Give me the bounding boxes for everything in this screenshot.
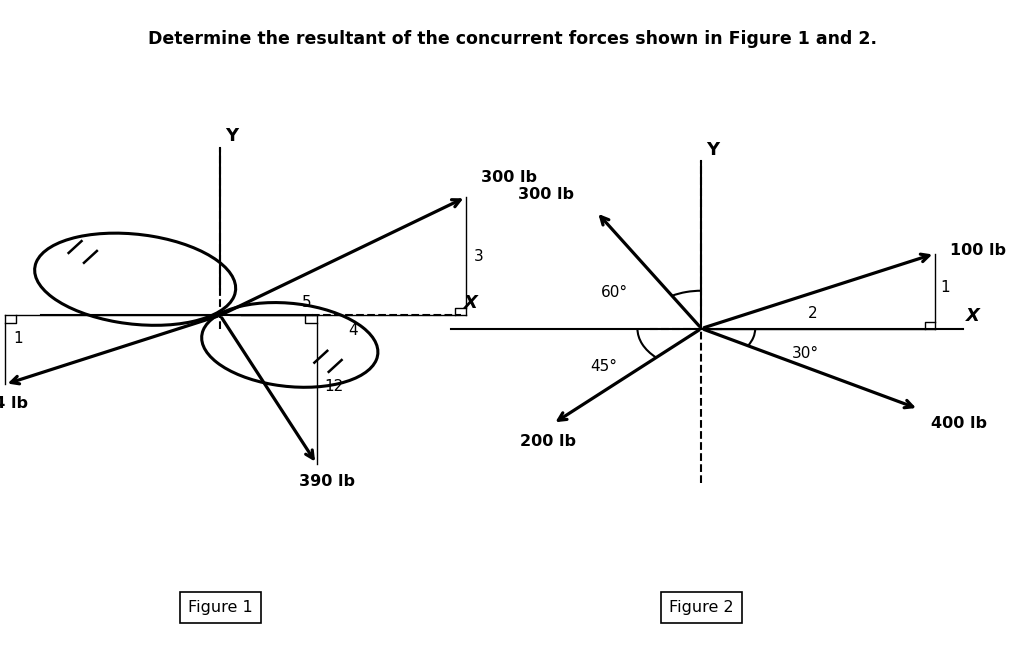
Text: 400 lb: 400 lb	[931, 416, 987, 430]
Text: 200 lb: 200 lb	[520, 434, 575, 449]
Text: 4: 4	[348, 323, 358, 338]
Text: 300 lb: 300 lb	[518, 187, 574, 202]
Text: 5: 5	[302, 295, 311, 310]
Text: 224 lb: 224 lb	[0, 396, 28, 411]
Text: 1: 1	[13, 331, 23, 346]
Text: 30°: 30°	[792, 346, 818, 361]
Text: Figure 2: Figure 2	[669, 600, 734, 615]
Text: 3: 3	[474, 249, 484, 263]
Text: 2: 2	[808, 306, 818, 321]
Text: Determine the resultant of the concurrent forces shown in Figure 1 and 2.: Determine the resultant of the concurren…	[147, 30, 877, 47]
Text: 45°: 45°	[591, 359, 617, 374]
Text: 60°: 60°	[601, 285, 628, 300]
Text: 12: 12	[324, 379, 343, 394]
Text: 100 lb: 100 lb	[950, 243, 1007, 258]
Text: Y: Y	[707, 141, 720, 159]
Text: X: X	[966, 307, 980, 325]
Text: 1: 1	[940, 281, 949, 295]
Text: 390 lb: 390 lb	[299, 474, 355, 489]
Text: Figure 1: Figure 1	[187, 600, 253, 615]
Text: Y: Y	[225, 127, 239, 145]
Text: 300 lb: 300 lb	[481, 170, 538, 185]
Text: X: X	[464, 294, 478, 312]
